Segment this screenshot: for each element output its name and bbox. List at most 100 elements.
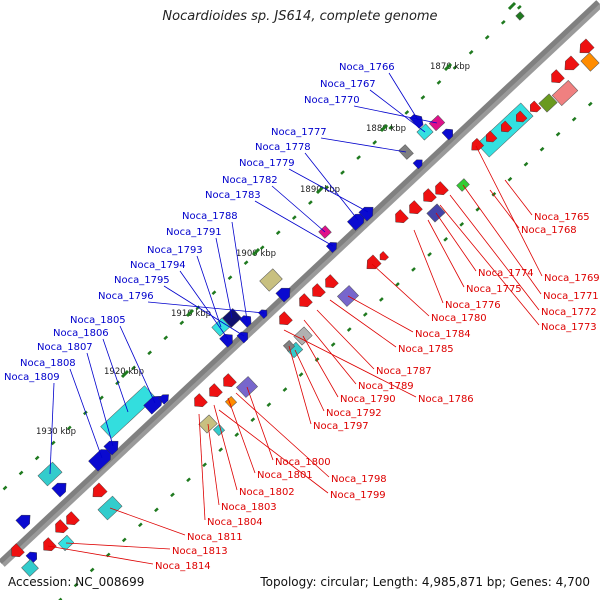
minus-strand-gene-body	[212, 423, 226, 437]
minus-gene-label: Noca_1780	[431, 313, 487, 324]
minus-gene-leader	[227, 397, 256, 474]
plus-strand-gene	[258, 309, 268, 319]
kbp-marker-label: 1880 kbp	[366, 124, 406, 134]
minus-strand-gene	[579, 38, 595, 54]
plus-gene-label: Noca_1777	[271, 127, 327, 138]
minus-strand-gene-body	[580, 52, 600, 72]
plus-gene-leader	[369, 89, 426, 133]
minus-strand-gene-body	[92, 482, 108, 498]
minus-gene-leader	[65, 542, 171, 550]
minus-strand-gene	[530, 100, 542, 113]
plus-gene-label: Noca_1794	[130, 260, 186, 271]
minus-track-tick	[202, 462, 207, 468]
minus-track-tick	[218, 447, 224, 453]
plus-gene-label: Noca_1795	[114, 275, 170, 286]
plus-strand-gene-body	[515, 11, 525, 21]
plus-track-tick	[468, 50, 474, 55]
minus-gene-label: Noca_1772	[541, 307, 597, 318]
plus-gene-leader	[320, 137, 407, 153]
minus-gene-label: Noca_1800	[275, 457, 331, 468]
plus-strand-gene	[515, 11, 525, 21]
minus-strand-gene-body	[409, 200, 423, 215]
minus-strand-gene-body	[279, 311, 293, 326]
minus-track-tick	[411, 267, 416, 272]
plus-strand-gene	[15, 514, 31, 530]
minus-gene-label: Noca_1776	[445, 300, 501, 311]
kbp-marker-tick	[185, 308, 195, 318]
minus-track-tick	[121, 537, 127, 543]
plus-gene-label: Noca_1791	[166, 227, 222, 238]
minus-gene-leader	[47, 545, 154, 565]
plus-track-tick	[436, 80, 442, 85]
minus-strand-gene-body	[55, 519, 69, 534]
plus-gene-leader	[271, 185, 326, 233]
plus-track-tick	[18, 470, 24, 476]
minus-track-tick	[395, 282, 400, 287]
plus-track-tick	[404, 110, 410, 115]
plus-track-tick	[259, 245, 265, 250]
minus-strand-gene	[11, 543, 25, 558]
plus-track-tick	[179, 320, 185, 326]
plus-gene-leader	[69, 368, 103, 459]
minus-strand-gene	[395, 209, 409, 224]
minus-track-tick	[555, 131, 561, 137]
plus-gene-leader	[196, 255, 222, 328]
minus-strand-gene-body	[501, 120, 513, 133]
plus-gene-leader	[254, 200, 334, 247]
minus-track-tick	[154, 507, 159, 513]
plus-strand-gene-body	[325, 242, 337, 253]
minus-gene-leader	[207, 423, 220, 506]
minus-track-tick	[58, 597, 63, 600]
minus-gene-leader	[504, 179, 533, 216]
plus-strand-gene-body	[258, 309, 268, 319]
plus-strand-gene	[88, 449, 111, 472]
minus-gene-label: Noca_1771	[543, 291, 599, 302]
minus-track-tick	[459, 222, 465, 227]
minus-gene-leader	[449, 194, 540, 311]
minus-gene-label: Noca_1768	[521, 225, 577, 236]
plus-gene-leader	[49, 382, 55, 475]
plus-track-tick	[243, 260, 249, 265]
kbp-marker-tick	[120, 369, 130, 379]
minus-gene-leader	[235, 392, 330, 478]
plus-strand-gene-body	[25, 551, 37, 564]
minus-track-tick	[362, 312, 368, 317]
minus-track-tick	[330, 342, 336, 347]
plus-track-tick	[484, 35, 490, 40]
minus-strand-gene-body	[551, 80, 579, 106]
minus-gene-label: Noca_1773	[541, 322, 597, 333]
minus-track-tick	[282, 387, 288, 392]
minus-track-tick	[523, 161, 529, 167]
plus-gene-leader	[163, 285, 245, 337]
plus-track-tick	[356, 155, 361, 160]
minus-strand-gene	[92, 482, 108, 498]
plus-gene-leader	[102, 338, 129, 413]
minus-strand-gene	[538, 93, 558, 113]
minus-gene-leader	[302, 335, 339, 398]
minus-gene-label: Noca_1786	[418, 394, 474, 405]
minus-gene-label: Noca_1811	[187, 532, 243, 543]
minus-strand-gene	[551, 69, 565, 84]
minus-strand-gene-body	[579, 38, 595, 54]
plus-strand-gene	[239, 315, 252, 328]
plus-track-tick	[275, 230, 281, 235]
minus-strand-gene-body	[223, 373, 237, 388]
plus-gene-label: Noca_1808	[20, 358, 76, 369]
plus-gene-label: Noca_1767	[320, 79, 376, 90]
minus-gene-label: Noca_1802	[239, 487, 295, 498]
minus-strand-gene	[501, 120, 513, 133]
minus-track-tick	[587, 101, 593, 107]
minus-gene-label: Noca_1804	[207, 517, 263, 528]
minus-strand-gene-body	[194, 393, 208, 408]
plus-gene-label: Noca_1788	[182, 211, 238, 222]
plus-track-tick	[452, 65, 458, 70]
plus-track-tick	[227, 275, 233, 281]
plus-track-tick	[2, 485, 8, 491]
minus-strand-gene-body	[423, 188, 437, 203]
minus-strand-gene	[223, 373, 237, 388]
minus-gene-leader	[329, 299, 397, 348]
minus-gene-label: Noca_1792	[326, 408, 382, 419]
plus-track-tick	[372, 140, 378, 145]
